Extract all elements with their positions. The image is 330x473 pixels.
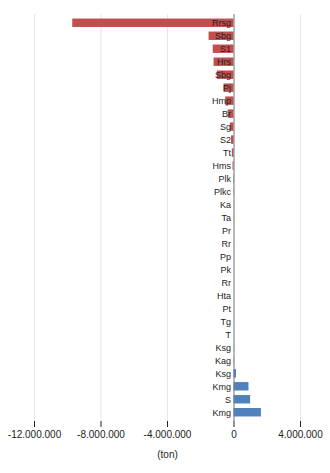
svg-text:Kag: Kag [215, 356, 231, 366]
svg-text:Ka: Ka [220, 200, 231, 210]
svg-text:S1: S1 [220, 44, 231, 54]
svg-text:Sbg: Sbg [215, 31, 231, 41]
svg-text:-12.000.000: -12.000.000 [8, 429, 62, 440]
svg-text:Plkc: Plkc [214, 187, 232, 197]
svg-text:T: T [226, 330, 232, 340]
svg-text:Hrs: Hrs [217, 57, 231, 67]
svg-text:Sbg: Sbg [215, 70, 231, 80]
svg-text:S2: S2 [220, 135, 231, 145]
svg-text:Pt: Pt [222, 304, 231, 314]
svg-text:Hta: Hta [217, 291, 231, 301]
svg-text:Rr: Rr [222, 278, 232, 288]
svg-text:-4.000.000: -4.000.000 [144, 429, 192, 440]
svg-text:Pk: Pk [220, 265, 231, 275]
svg-text:Kmg: Kmg [212, 382, 231, 392]
svg-text:Tg: Tg [220, 317, 231, 327]
svg-text:Ksg: Ksg [215, 369, 231, 379]
svg-text:Pj: Pj [223, 83, 231, 93]
svg-text:Hmp: Hmp [212, 96, 231, 106]
svg-text:Tt: Tt [223, 148, 231, 158]
svg-text:Ksg: Ksg [215, 343, 231, 353]
svg-text:Sg: Sg [220, 122, 231, 132]
svg-text:Plk: Plk [218, 174, 231, 184]
svg-text:Rr: Rr [222, 239, 232, 249]
svg-text:0: 0 [231, 429, 237, 440]
svg-text:Rrsg: Rrsg [212, 18, 231, 28]
svg-text:Pr: Pr [222, 226, 231, 236]
svg-text:Ta: Ta [221, 213, 231, 223]
svg-text:Pp: Pp [220, 252, 231, 262]
svg-text:Br: Br [222, 109, 231, 119]
svg-text:Kmg: Kmg [212, 408, 231, 418]
svg-text:S: S [225, 395, 231, 405]
svg-text:Hms: Hms [213, 161, 232, 171]
svg-text:-8.000.000: -8.000.000 [77, 429, 125, 440]
svg-text:4.000.000: 4.000.000 [278, 429, 323, 440]
svg-text:(ton): (ton) [157, 449, 178, 460]
